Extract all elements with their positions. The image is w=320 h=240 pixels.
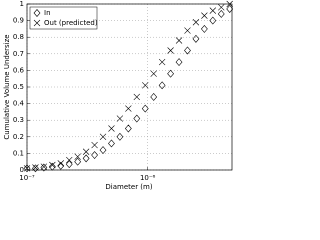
legend-label: Out (predicted)	[44, 19, 98, 27]
cross-marker	[66, 156, 73, 164]
cross-marker	[33, 19, 41, 27]
cross-marker	[150, 70, 157, 77]
diamond-marker	[200, 24, 208, 33]
diamond-marker	[167, 69, 174, 78]
legend-box	[29, 6, 98, 30]
cross-marker	[218, 4, 225, 11]
diamond-marker	[124, 124, 132, 133]
y-tick-label: 1	[20, 0, 24, 8]
x-tick-label: 10⁻⁷	[19, 174, 35, 182]
diamond-marker	[40, 163, 48, 172]
cross-marker	[184, 27, 191, 34]
diamond-marker	[141, 104, 149, 113]
y-tick-label: 0.6	[13, 66, 25, 74]
diamond-marker	[116, 132, 124, 141]
plot-frame	[26, 3, 233, 171]
y-tick-label: 0.2	[13, 133, 24, 141]
diamond-marker	[158, 81, 166, 90]
y-tick-label: 0.5	[13, 83, 24, 91]
diamond-marker	[48, 162, 56, 171]
y-tick-label: 0.1	[13, 149, 24, 157]
cross-marker	[175, 37, 183, 44]
diamond-marker	[74, 157, 82, 166]
cross-marker	[99, 133, 107, 141]
cross-marker	[142, 82, 149, 89]
cross-marker	[133, 93, 141, 101]
diamond-marker	[91, 151, 98, 160]
cross-marker	[125, 105, 132, 112]
diamond-marker	[65, 160, 73, 169]
diamond-marker	[99, 146, 107, 155]
diamond-marker	[184, 46, 191, 55]
cross-marker	[209, 7, 217, 14]
diamond-marker	[57, 161, 65, 170]
y-axis-label: Cumulative Volume Undersize	[3, 34, 11, 139]
y-tick-label: 0.4	[13, 100, 25, 108]
cross-marker	[192, 19, 200, 26]
cross-marker	[201, 12, 208, 19]
x-axis-label: Diameter (m)	[105, 183, 152, 191]
cross-marker	[108, 125, 115, 132]
diamond-marker	[209, 16, 217, 25]
y-tick-label: 0.7	[13, 50, 24, 58]
cross-marker	[40, 163, 48, 170]
diamond-marker	[192, 34, 200, 43]
y-tick-label: 0.9	[13, 17, 24, 25]
diamond-marker	[150, 92, 158, 101]
cross-marker	[158, 58, 166, 66]
y-tick-label: 0.3	[13, 116, 24, 124]
cross-marker	[82, 148, 90, 155]
diamond-marker	[133, 114, 141, 123]
diamond-marker	[33, 9, 41, 17]
cross-marker	[57, 160, 64, 167]
page: {"chart_data": {"type": "scatter", "x_la…	[3, 0, 234, 191]
diamond-marker	[108, 139, 115, 148]
diamond-marker	[82, 154, 90, 163]
y-tick-label: 0.8	[13, 33, 24, 41]
cross-marker	[32, 164, 39, 171]
y-tick-label: 0	[20, 166, 24, 174]
diamond-marker	[32, 164, 39, 173]
cross-marker	[91, 141, 98, 149]
diamond-marker	[217, 9, 225, 18]
legend-label: In	[44, 9, 51, 17]
chart: Diameter (m) Cumulative Volume Undersize…	[3, 0, 234, 191]
cross-marker	[116, 115, 124, 122]
diamond-marker	[226, 5, 234, 13]
cross-marker	[74, 153, 81, 160]
cross-marker	[23, 165, 31, 172]
cross-marker	[226, 0, 233, 8]
cross-marker	[49, 161, 56, 169]
cross-marker	[167, 47, 174, 54]
x-tick-label: 10⁻⁶	[140, 174, 156, 182]
diamond-marker	[23, 164, 31, 173]
diamond-marker	[175, 58, 183, 67]
